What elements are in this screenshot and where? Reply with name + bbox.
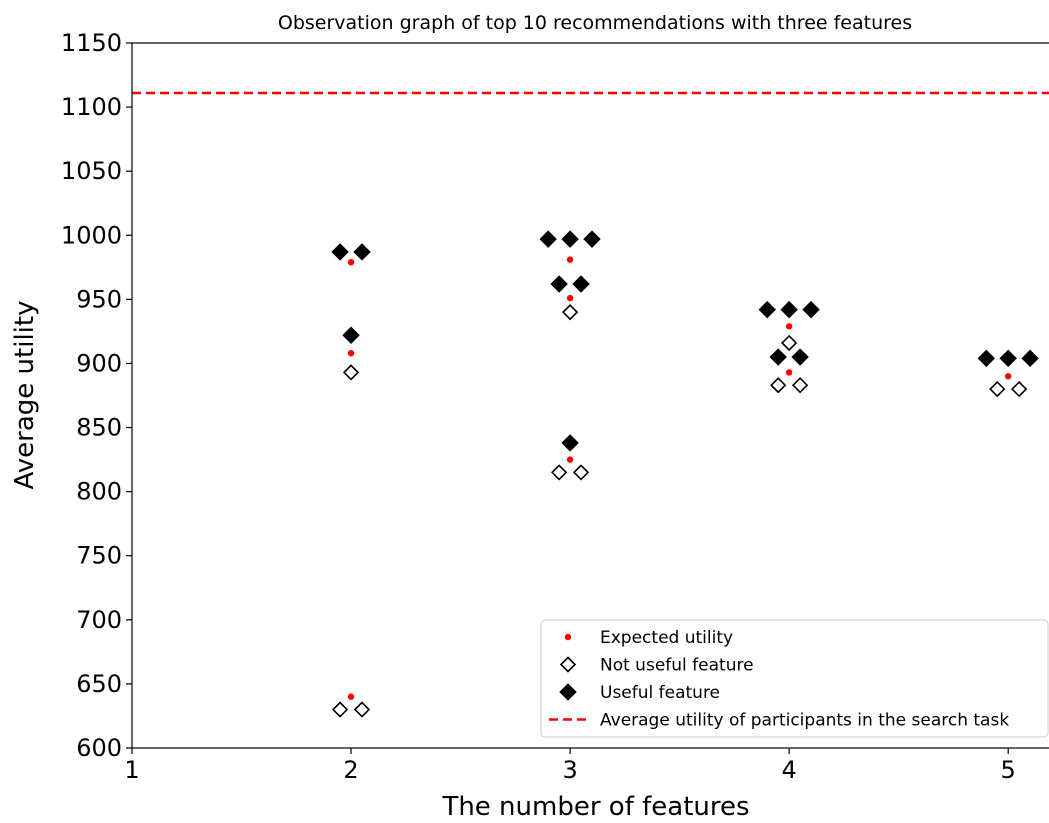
expected-utility-point (566, 456, 574, 463)
x-tick-label: 1 (124, 756, 139, 784)
not-useful-feature-point (791, 377, 809, 394)
legend-label: Useful feature (600, 683, 720, 703)
not-useful-feature-point (1011, 380, 1028, 398)
y-tick-label: 700 (76, 606, 122, 634)
expected-utility-point (566, 294, 574, 302)
x-tick-label: 4 (782, 756, 797, 784)
useful-feature-point (561, 230, 579, 248)
plot-frame (131, 42, 1049, 749)
legend: Expected utility Not useful feature Useful… (540, 619, 1049, 738)
expected-utility-point (785, 323, 793, 330)
useful-feature-point (758, 300, 776, 319)
legend-marker (559, 683, 577, 701)
not-useful-feature-point (353, 701, 371, 718)
legend-marker (564, 633, 572, 641)
not-useful-feature-point (781, 334, 798, 352)
y-tick-label: 900 (76, 349, 122, 377)
expected-utility-point (347, 350, 355, 357)
y-tick-label: 800 (76, 478, 122, 506)
useful-feature-point (977, 349, 995, 368)
useful-feature-point (353, 243, 371, 261)
expected-utility-point (1004, 373, 1012, 380)
y-tick-label: 600 (76, 734, 122, 762)
y-tick-label: 950 (76, 285, 122, 313)
x-tick-label: 2 (343, 756, 358, 784)
useful-feature-point (561, 434, 579, 452)
y-tick-label: 850 (76, 414, 122, 442)
useful-feature-point (791, 348, 809, 366)
not-useful-feature-point (770, 377, 787, 394)
not-useful-feature-point (572, 464, 590, 481)
legend-box (540, 619, 1049, 738)
not-useful-feature-point (561, 304, 579, 321)
useful-feature-point (802, 300, 820, 319)
not-useful-feature-point (989, 380, 1006, 398)
useful-feature-point (550, 275, 568, 293)
useful-feature-point (572, 275, 590, 293)
not-useful-feature-point (331, 701, 349, 718)
plot-area (132, 91, 1049, 718)
y-axis-label: Average utility (10, 301, 40, 490)
y-tick-label: 1150 (61, 29, 122, 57)
legend-label: Average utility of participants in the s… (600, 711, 1009, 731)
x-tick-label: 3 (562, 756, 577, 784)
useful-feature-point (999, 349, 1017, 368)
y-tick-label: 1100 (61, 93, 122, 121)
y-tick-label: 1000 (61, 221, 122, 249)
legend-label: Expected utility (600, 628, 733, 648)
axis-ticks: 600 650 700 750 800 850 900 950 1000 1050 1100 1150… (61, 29, 1016, 784)
legend-label: Not useful feature (600, 656, 754, 676)
x-axis-label: The number of features (441, 792, 749, 822)
expected-utility-point (347, 258, 355, 266)
useful-feature-point (780, 300, 798, 319)
useful-feature-point (331, 243, 349, 261)
useful-feature-point (583, 230, 601, 248)
y-tick-label: 1050 (61, 157, 122, 185)
useful-feature-point (342, 326, 360, 344)
expected-utility-point (785, 369, 793, 376)
chart-title: Observation graph of top 10 recommendati… (278, 12, 912, 34)
y-tick-label: 750 (76, 542, 122, 570)
y-tick-label: 650 (76, 670, 122, 698)
expected-utility-point (347, 693, 355, 700)
legend-marker (559, 656, 577, 673)
useful-feature-point (539, 230, 557, 248)
expected-utility-point (566, 256, 574, 263)
not-useful-feature-point (342, 364, 360, 381)
x-tick-label: 5 (1001, 756, 1016, 784)
useful-feature-point (1021, 349, 1039, 368)
useful-feature-point (769, 348, 787, 366)
not-useful-feature-point (551, 464, 568, 481)
